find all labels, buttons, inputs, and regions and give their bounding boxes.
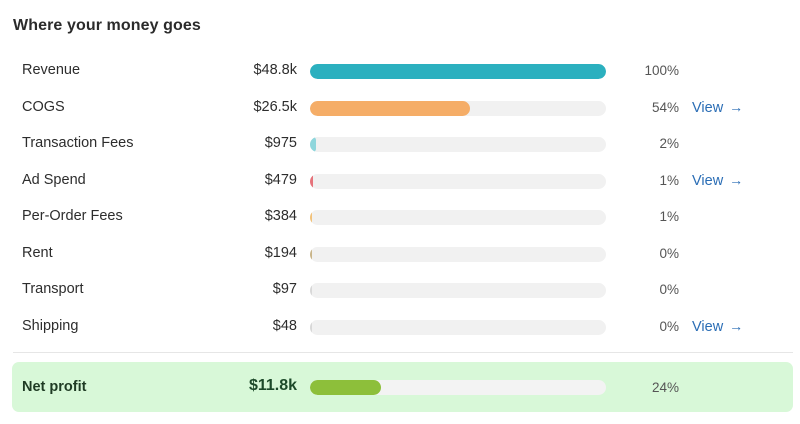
net-profit-amount: $11.8k [248,377,297,394]
row-bar-fill [310,137,316,152]
row-amount: $48 [272,317,297,334]
row-bar-fill [310,246,312,262]
row-label: Revenue [22,62,81,78]
view-link[interactable]: View → [692,99,743,116]
arrow-right-icon: → [729,171,744,188]
breakdown-row: Per-Order Fees $384 1% [0,205,800,229]
view-link-label: View [692,172,724,189]
row-label: COGS [22,98,65,115]
view-link-label: View [692,99,724,116]
breakdown-row: Rent $194 0% [0,242,800,266]
net-profit-row: Net profit $11.8k 24% [12,362,793,412]
row-amount: $975 [264,135,297,151]
row-label: Shipping [22,317,79,334]
row-amount: $479 [264,171,297,188]
row-bar-track [310,210,606,225]
arrow-right-icon: → [729,98,744,115]
row-percent: 0% [659,282,679,297]
breakdown-row: Revenue $48.8k 100% [0,59,800,83]
row-percent: 2% [659,136,679,151]
card-title: Where your money goes [13,17,201,34]
row-percent: 1% [659,209,679,224]
view-link-label: View [692,318,724,335]
divider [13,352,793,353]
row-label: Per-Order Fees [22,208,123,224]
row-label: Transport [22,281,84,297]
net-profit-label: Net profit [22,379,87,395]
row-percent: 1% [659,172,679,188]
row-bar-track [310,319,606,335]
row-amount: $97 [272,281,297,297]
row-percent: 54% [651,99,679,115]
row-percent: 100% [644,63,679,78]
row-bar-track [310,246,606,262]
view-link[interactable]: View → [692,318,743,335]
net-profit-percent: 24% [651,380,679,395]
row-amount: $26.5k [253,98,297,115]
row-label: Ad Spend [22,171,86,188]
row-amount: $384 [264,208,297,224]
row-bar-track [310,283,606,298]
row-percent: 0% [659,245,679,261]
breakdown-row: Shipping $48 0% View → [0,315,800,339]
row-bar-fill [310,64,606,79]
row-bar-fill [310,173,313,189]
breakdown-row: Ad Spend $479 1% View → [0,169,800,193]
breakdown-row: Transport $97 0% [0,278,800,302]
row-bar-fill [310,283,312,298]
row-label: Transaction Fees [22,135,134,151]
row-bar-track [310,173,606,189]
row-bar-fill [310,319,312,335]
row-bar-track [310,137,606,152]
row-bar-fill [310,100,470,116]
net-profit-bar-track [310,380,606,395]
row-amount: $194 [264,244,297,261]
row-bar-track [310,100,606,116]
net-profit-bar-fill [310,380,381,395]
row-bar-track [310,64,606,79]
row-bar-fill [310,210,312,225]
row-percent: 0% [659,318,679,334]
breakdown-row: Transaction Fees $975 2% [0,132,800,156]
breakdown-row: COGS $26.5k 54% View → [0,96,800,120]
view-link[interactable]: View → [692,172,743,189]
arrow-right-icon: → [729,317,744,334]
row-amount: $48.8k [253,62,297,78]
row-label: Rent [22,244,53,261]
